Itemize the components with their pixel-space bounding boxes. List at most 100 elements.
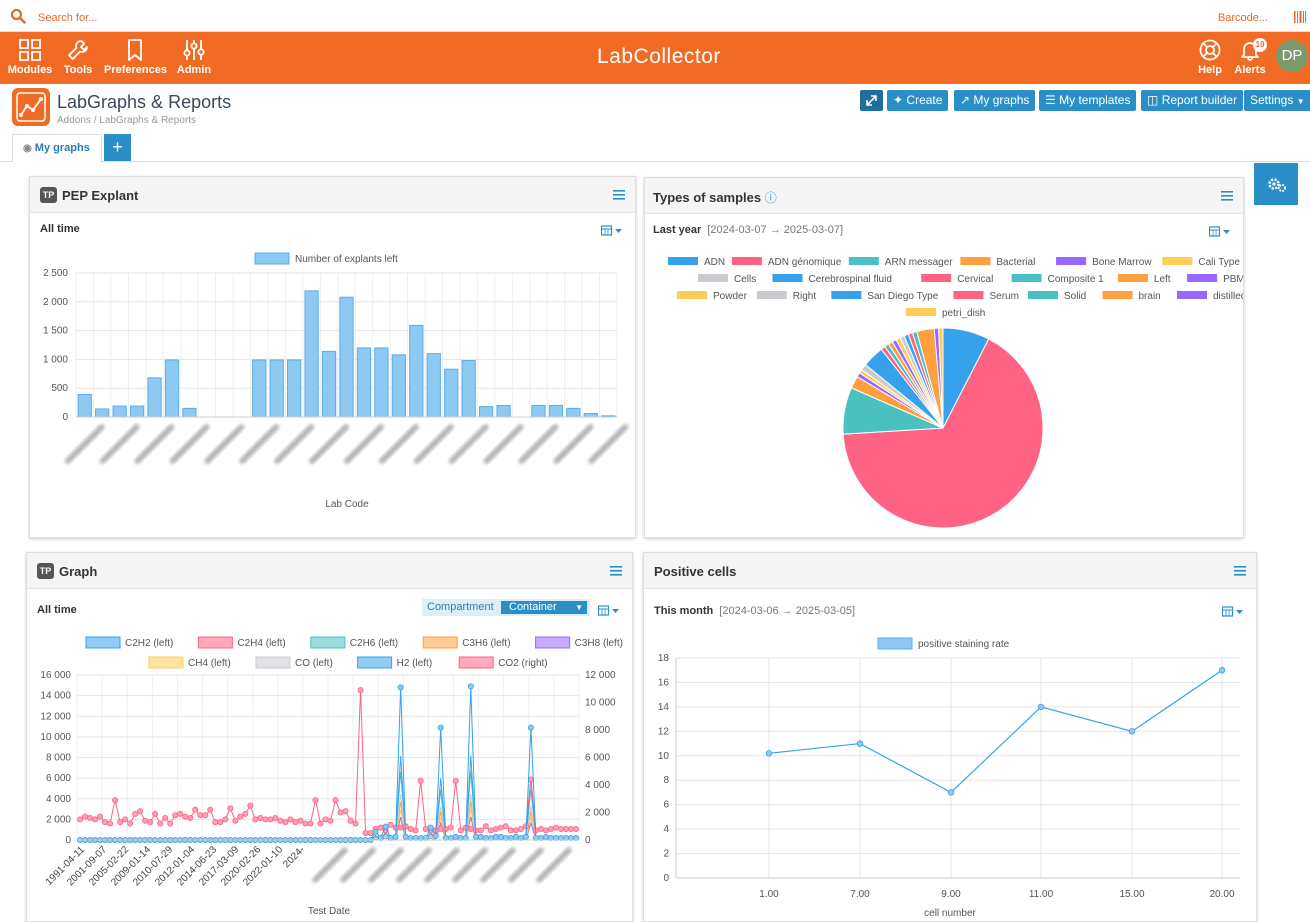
- co2-point: [87, 814, 94, 821]
- data-point: [1218, 667, 1226, 674]
- y-tick-label: 1 500: [43, 326, 68, 337]
- user-avatar[interactable]: DP: [1276, 40, 1308, 72]
- barcode-input[interactable]: Barcode...: [1217, 12, 1268, 24]
- legend-label: Cervical: [957, 274, 993, 285]
- menu-icon[interactable]: [1234, 566, 1246, 576]
- co2-point: [292, 819, 299, 826]
- legend-swatch: [1102, 291, 1133, 299]
- legend-swatch: [1177, 291, 1207, 299]
- co2-point: [272, 814, 279, 821]
- period-label: All time: [37, 604, 77, 616]
- legend-label: petri_dish: [942, 308, 985, 319]
- barcode-icon[interactable]: [1294, 11, 1306, 23]
- settings-dropdown-label: Settings: [1250, 93, 1294, 107]
- nav-alerts[interactable]: Alerts: [1220, 38, 1280, 76]
- y-right-tick-label: 8 000: [585, 725, 610, 736]
- period-picker[interactable]: [597, 603, 620, 621]
- menu-icon[interactable]: [613, 190, 625, 200]
- co2-point: [227, 805, 234, 812]
- legend-label: positive staining rate: [918, 639, 1010, 650]
- labcollector-logo[interactable]: LabCollector: [597, 45, 721, 68]
- info-icon[interactable]: ⓘ: [764, 191, 777, 205]
- settings-dropdown[interactable]: Settings ▼: [1244, 90, 1310, 111]
- calendar-icon: [597, 605, 619, 616]
- legend-swatch: [310, 636, 346, 649]
- nav-preferences[interactable]: Preferences: [104, 38, 167, 76]
- legend-label: CH4 (left): [188, 658, 231, 669]
- panel-title: Positive cells: [654, 564, 737, 579]
- tab-my-graphs[interactable]: ◉ My graphs: [12, 134, 102, 163]
- period-picker[interactable]: [1208, 224, 1231, 242]
- co2-point: [122, 816, 129, 823]
- nav-modules[interactable]: Modules: [0, 38, 60, 76]
- y-tick-label: 12: [658, 726, 670, 737]
- legend-swatch: [1028, 291, 1058, 299]
- co2-point: [232, 817, 239, 824]
- x-tick-label: 9.00: [941, 889, 961, 900]
- fullscreen-button[interactable]: [860, 90, 883, 111]
- y-tick-label: 2 500: [43, 268, 68, 279]
- period-label: This month [2024-03-06 → 2025-03-05]: [654, 605, 856, 617]
- legend-label: Solid: [1064, 291, 1086, 302]
- nav-admin-label: Admin: [176, 64, 212, 76]
- bar: [356, 347, 372, 418]
- legend-swatch: [953, 291, 984, 299]
- add-tab-button[interactable]: +: [104, 134, 131, 161]
- co2-point: [147, 819, 154, 826]
- compartment-select-value: Container: [509, 601, 557, 613]
- dashboard-settings-button[interactable]: [1254, 163, 1298, 205]
- legend-label: C2H2 (left): [125, 638, 173, 649]
- search-input[interactable]: Search for...: [38, 12, 98, 24]
- co2-point: [352, 820, 359, 827]
- menu-icon[interactable]: [1221, 191, 1233, 201]
- co2-point: [287, 816, 294, 823]
- legend-label: PBMC: [1223, 274, 1244, 285]
- blurred-x-tick-label: [396, 847, 432, 883]
- nav-admin[interactable]: Admin: [164, 38, 224, 76]
- co2-point: [317, 820, 324, 827]
- h2-point: [402, 833, 409, 840]
- nav-help[interactable]: Help: [1180, 38, 1240, 76]
- legend-label: Cerebrospinal fluid: [809, 274, 892, 285]
- period-picker[interactable]: [1221, 604, 1244, 622]
- report-builder-button[interactable]: ◫ Report builder: [1141, 90, 1244, 111]
- period-picker[interactable]: [600, 223, 623, 241]
- menu-icon[interactable]: [610, 566, 622, 576]
- nav-tools[interactable]: Tools: [48, 38, 108, 76]
- co2-point: [192, 806, 199, 813]
- search-icon[interactable]: [10, 8, 26, 24]
- blurred-x-tick-label: [553, 424, 594, 464]
- nav-modules-label: Modules: [7, 64, 53, 76]
- legend-label: Number of explants left: [295, 254, 398, 265]
- y-left-tick-label: 16 000: [40, 670, 71, 681]
- co2-point: [157, 820, 164, 827]
- bar: [583, 413, 598, 418]
- positive-cells-line-chart: 0 2 4 6 8 10 12 14 16 18 1.00 7.00 9.00 11.00 15.00 20.…: [658, 637, 1240, 919]
- co2-point: [347, 817, 354, 824]
- legend-swatch: [85, 636, 121, 649]
- legend-label: Left: [1154, 274, 1171, 285]
- compartment-select[interactable]: Container ▼: [501, 601, 587, 614]
- h2-point: [437, 724, 444, 731]
- co2-point: [512, 827, 519, 834]
- blurred-x-tick-label: [169, 424, 210, 464]
- co2-point: [467, 825, 474, 832]
- template-badge: TP: [37, 563, 54, 579]
- breadcrumb[interactable]: Addons / LabGraphs & Reports: [57, 115, 196, 126]
- panel-title: Types of samples ⓘ: [653, 190, 777, 205]
- y-left-tick-label: 4 000: [46, 794, 71, 805]
- legend-swatch: [877, 637, 913, 650]
- legend-swatch: [255, 656, 291, 669]
- x-tick-label: 15.00: [1119, 889, 1144, 900]
- my-graphs-button[interactable]: ↗ My graphs: [954, 90, 1036, 111]
- co2-point: [117, 819, 124, 826]
- legend-swatch: [698, 274, 728, 282]
- series-line: [768, 669, 1223, 794]
- legend-swatch: [1187, 274, 1218, 282]
- co2-point: [187, 814, 194, 821]
- create-button[interactable]: ✦ Create: [887, 90, 949, 111]
- co2-point: [132, 810, 139, 817]
- legend-label: C2H6 (left): [350, 638, 398, 649]
- my-templates-button[interactable]: ☰ My templates: [1039, 90, 1137, 111]
- x-tick-label: 11.00: [1029, 889, 1054, 900]
